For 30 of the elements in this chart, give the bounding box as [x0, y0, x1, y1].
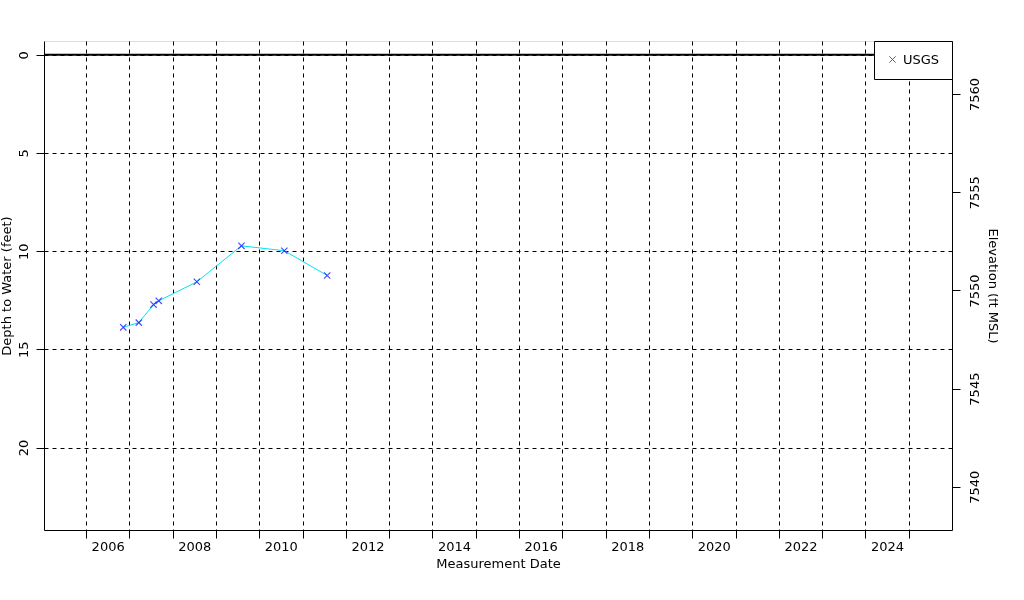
x-tick-label: 2024	[871, 538, 905, 554]
y2-tick-label: 7560	[966, 77, 982, 112]
point	[193, 278, 201, 286]
x-tick-label: 2008	[178, 538, 212, 554]
x-tick-label: 2018	[611, 538, 645, 554]
x-tick-label: 2012	[351, 538, 385, 554]
y2-tick-label: 7540	[966, 470, 982, 504]
point	[237, 242, 246, 250]
y-tick-label: 10	[15, 243, 31, 260]
point	[135, 318, 143, 327]
line-series	[122, 245, 328, 328]
y-tick-label: 20	[15, 439, 31, 457]
y-tick-label: 15	[15, 341, 31, 359]
y-tick-label: 5	[15, 149, 31, 158]
y2-tick-label: 7555	[966, 176, 982, 210]
x-tick-label: 2020	[697, 538, 731, 554]
y2-axis-title: Elevation (ft MSL)	[985, 228, 1001, 344]
y-axis-title: Depth to Water (feet)	[0, 216, 14, 356]
point	[323, 271, 331, 280]
legend-label: USGS	[903, 51, 940, 67]
y2-tick-label: 7545	[966, 372, 982, 406]
x-axis-title: Measurement Date	[436, 555, 561, 571]
x-tick-label: 2010	[264, 538, 298, 554]
y2-tick-label: 7550	[966, 274, 982, 308]
x-tick-label: 2022	[784, 538, 818, 554]
y-tick-label: 0	[15, 51, 31, 60]
x-tick-label: 2006	[91, 538, 125, 554]
x-tick-label: 2014	[438, 538, 472, 554]
point	[119, 323, 127, 332]
x-tick-label: 2016	[524, 538, 558, 554]
